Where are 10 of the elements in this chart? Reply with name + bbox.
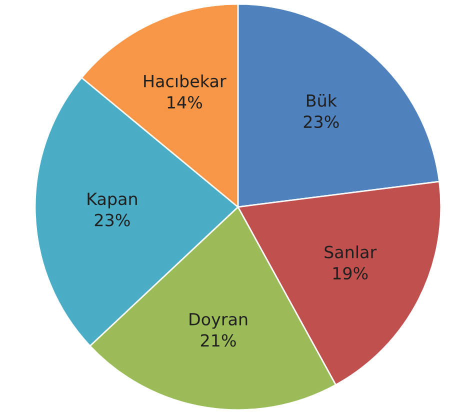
data-label: 23% [94, 214, 130, 226]
data-label: 19% [333, 266, 368, 280]
data-label: 21% [200, 334, 236, 347]
slice-label: Kapan [88, 192, 137, 208]
data-label: 23% [304, 115, 339, 128]
slice-label: Sanlar [324, 245, 377, 258]
data-label: 14% [168, 96, 202, 109]
slice-label: Hacıbekar [144, 74, 226, 88]
slice-label: Doyran [190, 313, 248, 329]
slice-label: Bük [306, 94, 337, 107]
